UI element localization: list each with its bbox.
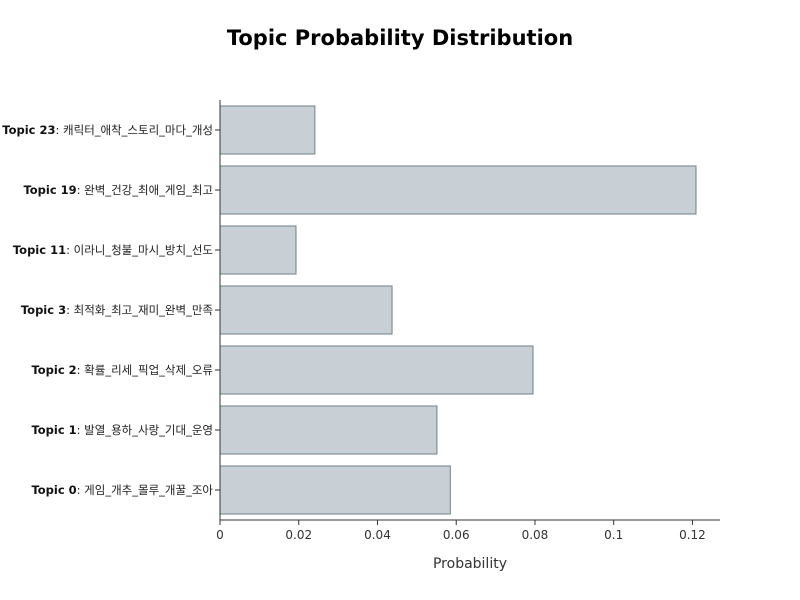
chart-title: Topic Probability Distribution xyxy=(227,26,573,50)
category-keywords: : 이라니_청불_마시_방치_선도 xyxy=(66,243,213,257)
x-tick-label: 0.12 xyxy=(679,528,706,542)
bar-topic-1 xyxy=(219,405,438,455)
x-tick-label: 0.04 xyxy=(364,528,391,542)
axes xyxy=(219,100,720,521)
x-axis-ticks: 0 0.02 0.04 0.06 0.08 0.1 0.12 xyxy=(216,520,706,542)
category-topic-name: Topic 2 xyxy=(31,363,76,377)
category-label: Topic 2: 확률_리세_픽업_삭제_오류 xyxy=(31,363,213,377)
category-keywords: : 최적화_최고_재미_완벽_만족 xyxy=(66,303,213,317)
bar-topic-11 xyxy=(219,225,297,275)
category-keywords: : 게임_개추_몰루_개꿀_조아 xyxy=(77,483,214,497)
bar-topic-0 xyxy=(219,465,451,515)
bar-topic-2 xyxy=(219,345,534,395)
category-topic-name: Topic 1 xyxy=(31,423,76,437)
category-keywords: : 캐릭터_애착_스토리_마다_개성 xyxy=(56,123,214,137)
category-topic-name: Topic 19 xyxy=(23,183,76,197)
x-tick-label: 0.08 xyxy=(522,528,549,542)
x-tick-label: 0 xyxy=(216,528,224,542)
bar-group xyxy=(219,105,697,515)
category-label: Topic 11: 이라니_청불_마시_방치_선도 xyxy=(13,243,213,257)
category-keywords: : 확률_리세_픽업_삭제_오류 xyxy=(77,363,213,377)
category-keywords: : 완벽_건강_최애_게임_최고 xyxy=(77,183,213,197)
category-topic-name: Topic 23 xyxy=(2,123,55,137)
bar-topic-3 xyxy=(219,285,393,335)
x-axis-title: Probability xyxy=(433,556,507,572)
x-tick-label: 0.1 xyxy=(604,528,623,542)
category-topic-name: Topic 0 xyxy=(31,483,76,497)
bar-topic-23 xyxy=(219,105,316,155)
category-label: Topic 3: 최적화_최고_재미_완벽_만족 xyxy=(21,303,213,317)
x-tick-label: 0.06 xyxy=(443,528,470,542)
category-label: Topic 23: 캐릭터_애착_스토리_마다_개성 xyxy=(2,123,213,137)
category-label: Topic 19: 완벽_건강_최애_게임_최고 xyxy=(23,183,213,197)
category-topic-name: Topic 3 xyxy=(21,303,66,317)
category-topic-name: Topic 11 xyxy=(13,243,66,257)
category-keywords: : 발열_용하_사랑_기대_운영 xyxy=(77,423,213,437)
category-label: Topic 0: 게임_개추_몰루_개꿀_조아 xyxy=(31,483,213,497)
x-tick-label: 0.02 xyxy=(285,528,312,542)
category-label: Topic 1: 발열_용하_사랑_기대_운영 xyxy=(31,423,213,437)
category-labels: Topic 23: 캐릭터_애착_스토리_마다_개성 Topic 19: 완벽_건… xyxy=(2,123,220,497)
bar-topic-19 xyxy=(219,165,697,215)
